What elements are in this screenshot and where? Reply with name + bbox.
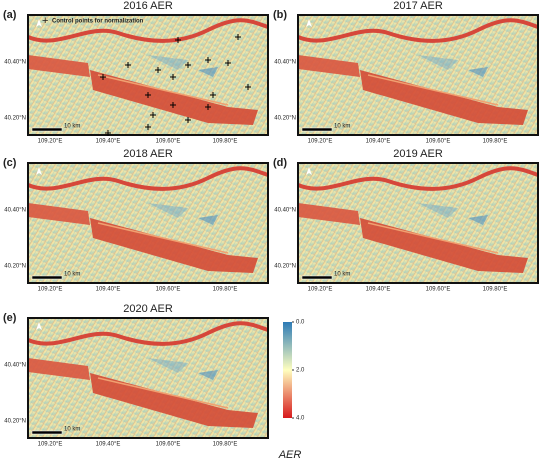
- map-panel: (d) 2019 AER 40.40°N 40.20°N 109.20°E 109.40°…: [273, 148, 539, 293]
- lon-label: 109.80°E: [483, 287, 508, 293]
- lat-label: 40.40°N: [274, 208, 296, 214]
- lon-label: 109.40°E: [96, 139, 121, 145]
- lon-label: 109.20°E: [38, 287, 63, 293]
- control-point: [245, 84, 251, 90]
- control-point: [155, 67, 161, 73]
- map-frame: [27, 14, 269, 136]
- map-panel: (a) 2016 AER 40.40°N 40.20°N 109.20°E 109.40°…: [3, 0, 269, 145]
- panel-title: 2020 AER: [123, 303, 173, 315]
- control-point: [205, 57, 211, 63]
- scale-label: 10 km: [64, 272, 80, 278]
- map-image: [28, 15, 268, 135]
- north-arrow: [306, 167, 312, 175]
- scale-bar: [31, 275, 63, 280]
- lon-label: 109.60°E: [156, 442, 181, 448]
- colorbar-title: AER: [278, 449, 302, 461]
- lon-label: 109.20°E: [38, 442, 63, 448]
- colorbar-tick-label: 4.0: [296, 416, 305, 422]
- lon-label: 109.20°E: [308, 287, 333, 293]
- panel-label: (d): [273, 157, 287, 169]
- panel-title: 2017 AER: [393, 0, 443, 12]
- lon-label: 109.40°E: [366, 139, 391, 145]
- control-point: [210, 92, 216, 98]
- lon-label: 109.40°E: [96, 287, 121, 293]
- scale-label: 10 km: [334, 124, 350, 130]
- control-point: [170, 74, 176, 80]
- map-panel: (c) 2018 AER 40.40°N 40.20°N 109.20°E 109.40°…: [3, 148, 269, 293]
- north-arrow: [36, 167, 42, 175]
- lon-label: 109.80°E: [213, 287, 238, 293]
- lon-label: 109.40°E: [96, 442, 121, 448]
- scale-label: 10 km: [334, 272, 350, 278]
- control-point: [175, 37, 181, 43]
- lat-label: 40.20°N: [4, 116, 26, 122]
- colorbar: [283, 322, 292, 418]
- map-image: [298, 15, 538, 135]
- map-panel: (e) 2020 AER 40.40°N 40.20°N 109.20°E 109.40°…: [3, 303, 269, 448]
- map-frame: [297, 162, 539, 284]
- north-arrow: [36, 322, 42, 330]
- lon-label: 109.80°E: [483, 139, 508, 145]
- lon-label: 109.60°E: [426, 139, 451, 145]
- colorbar-tick-label: 0.0: [296, 320, 305, 326]
- lat-label: 40.40°N: [4, 208, 26, 214]
- scale-bar: [31, 430, 63, 435]
- control-point: [225, 60, 231, 66]
- panel-title: 2018 AER: [123, 148, 173, 160]
- panel-label: (c): [3, 157, 17, 169]
- lon-label: 109.80°E: [213, 139, 238, 145]
- scale-label: 10 km: [64, 427, 80, 433]
- lon-label: 109.80°E: [213, 442, 238, 448]
- lat-label: 40.20°N: [274, 264, 296, 270]
- lon-label: 109.20°E: [308, 139, 333, 145]
- north-arrow: [36, 19, 42, 27]
- map-frame: [27, 162, 269, 284]
- lat-label: 40.20°N: [274, 116, 296, 122]
- lat-label: 40.40°N: [4, 363, 26, 369]
- map-image: [298, 163, 538, 283]
- scale-bar: [301, 127, 333, 132]
- legend-text: Control points for normalization: [52, 19, 144, 25]
- map-frame: [297, 14, 539, 136]
- north-arrow: [306, 19, 312, 27]
- scale-label: 10 km: [64, 124, 80, 130]
- lon-label: 109.20°E: [38, 139, 63, 145]
- control-point: [100, 74, 106, 80]
- control-point: [185, 117, 191, 123]
- lon-label: 109.60°E: [156, 287, 181, 293]
- control-point: [185, 62, 191, 68]
- map-image: [28, 318, 268, 438]
- control-point: [145, 92, 151, 98]
- scale-bar: [301, 275, 333, 280]
- panel-label: (a): [3, 9, 17, 21]
- lon-label: 109.60°E: [156, 139, 181, 145]
- colorbar-tick-label: 2.0: [296, 368, 305, 374]
- map-panel: (b) 2017 AER 40.40°N 40.20°N 109.20°E 109.40°…: [273, 0, 539, 145]
- control-point: [205, 104, 211, 110]
- panel-title: 2016 AER: [123, 0, 173, 12]
- panel-label: (b): [273, 9, 287, 21]
- map-frame: [27, 317, 269, 439]
- scale-bar: [31, 127, 63, 132]
- map-image: [28, 163, 268, 283]
- control-point: [105, 130, 111, 136]
- control-point: [170, 102, 176, 108]
- panel-title: 2019 AER: [393, 148, 443, 160]
- lon-label: 109.40°E: [366, 287, 391, 293]
- legend-marker: +: [42, 15, 48, 27]
- control-point: [125, 62, 131, 68]
- control-point: [145, 124, 151, 130]
- lat-label: 40.20°N: [4, 264, 26, 270]
- lat-label: 40.40°N: [274, 60, 296, 66]
- panel-label: (e): [3, 312, 17, 324]
- control-point: [150, 112, 156, 118]
- lat-label: 40.20°N: [4, 419, 26, 425]
- lon-label: 109.60°E: [426, 287, 451, 293]
- lat-label: 40.40°N: [4, 60, 26, 66]
- control-point: [235, 34, 241, 40]
